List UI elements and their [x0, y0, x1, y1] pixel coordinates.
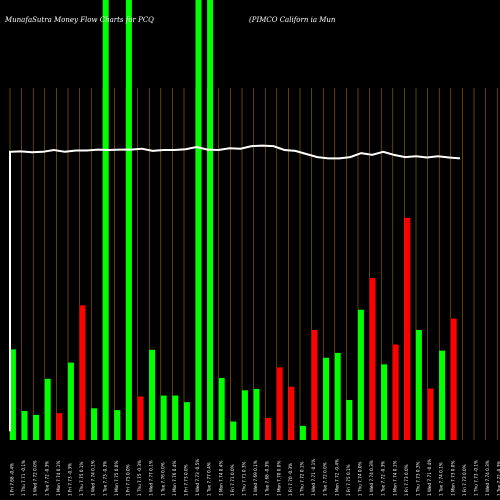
- x-tick-label: 1 Wed 7.74 0.3%: [485, 460, 490, 496]
- money-flow-bar: [137, 396, 144, 440]
- x-tick-label: 1 Fri 7.73 0.0%: [462, 464, 467, 496]
- money-flow-bar: [439, 350, 446, 440]
- money-flow-bar: [381, 364, 388, 440]
- x-tick-label: 1 Fri 7.68 -0.4%: [10, 463, 15, 496]
- money-flow-bar: [369, 278, 376, 440]
- money-flow-bar: [195, 0, 202, 440]
- x-tick-label: 1 Mon 7.75 0.0%: [114, 461, 119, 496]
- x-tick-label: 1 Fri 7.73 -0.3%: [68, 463, 73, 496]
- money-flow-bar: [56, 413, 63, 440]
- money-flow-bar: [21, 410, 28, 440]
- x-tick-label: 1 Tue 7.72 -0.3%: [381, 461, 386, 496]
- x-tick-label: 1 Wed 7.71 -0.1%: [311, 459, 316, 496]
- money-flow-bar: [346, 399, 353, 440]
- x-tick-label: 1 Thu 7.71 -0.1%: [21, 460, 26, 496]
- bars: [9, 0, 457, 440]
- x-tick-label: 1 Wed 7.72 0.0%: [33, 460, 38, 496]
- money-flow-bar: [288, 386, 295, 440]
- x-tick-label: 1 Wed 7.71 -0.4%: [427, 459, 432, 496]
- money-flow-bar: [183, 402, 190, 440]
- money-flow-bar: [276, 367, 283, 440]
- x-tick-label: 1 Wed 7.77 0.1%: [149, 460, 154, 496]
- money-flow-bar: [125, 0, 132, 440]
- money-flow-bar: [9, 349, 16, 440]
- x-tick-label: 1 Mon 7.74 0.1%: [392, 461, 397, 496]
- money-flow-bar: [265, 418, 272, 440]
- x-tick-label: 1 Fri 7.75 0.0%: [126, 464, 131, 496]
- money-flow-bar: [218, 377, 225, 440]
- x-tick-label: 1 Thu 7.74 0.0%: [358, 461, 363, 496]
- x-tick-label: 1 Tue 7.72 0.0%: [323, 462, 328, 496]
- money-flow-bar: [149, 349, 156, 440]
- x-tick-label: 1 Mon 7.74 0.4%: [218, 461, 223, 496]
- x-tick-label: 1 Fri 7.73 0.0%: [404, 464, 409, 496]
- money-flow-bar: [323, 357, 330, 440]
- x-tick-label: 1 Mon 7.76 0.4%: [172, 461, 177, 496]
- x-tick-label: 1 Tue 7.74 0.1%: [439, 462, 444, 496]
- x-tick-label: 1 Wed 7.74 0.1%: [91, 460, 96, 496]
- money-flow-bar: [79, 305, 86, 440]
- money-flow-bar: [67, 362, 74, 440]
- x-tick-label: 1 Tue 7.68 -0.3%: [265, 461, 270, 496]
- money-flow-bar: [311, 330, 318, 440]
- money-flow-bar: [207, 0, 214, 440]
- money-flow-line-group: [9, 144, 461, 432]
- x-tick-label: 1 Wed 7.73 -0.5%: [195, 459, 200, 496]
- x-tick-label: 1 Fri 7.71 0.0%: [230, 464, 235, 496]
- money-flow-bar: [230, 421, 237, 440]
- x-tick-label: 1 Thu 7.71 0.3%: [242, 461, 247, 496]
- x-tick-label: 1 Wed 7.69 0.1%: [253, 460, 258, 496]
- money-flow-line: [9, 144, 461, 432]
- x-tick-label: 1 Tue 7.72 -0.3%: [497, 461, 500, 496]
- money-flow-bar: [427, 388, 434, 440]
- tick-labels: 1 Fri 7.68 -0.4% 1 Thu 7.71 -0.1% 1 Wed 7.…: [10, 459, 500, 496]
- money-flow-bar: [357, 309, 364, 440]
- money-flow-bar: [102, 0, 109, 440]
- money-flow-bar: [334, 352, 341, 440]
- x-tick-label: 1 Tue 7.73 -0.3%: [102, 461, 107, 496]
- money-flow-bar: [392, 344, 399, 440]
- x-tick-label: 1 Tue 7.77 0.4%: [207, 462, 212, 496]
- x-tick-label: 1 Thu 7.75 -0.3%: [137, 460, 142, 496]
- x-tick-label: 1 Wed 7.74 0.3%: [369, 460, 374, 496]
- x-tick-label: 1 Fri 7.73 0.0%: [184, 464, 189, 496]
- money-flow-bar: [172, 395, 179, 440]
- money-flow-bar: [241, 390, 248, 440]
- x-tick-label: 1 Thu 7.73 -0.1%: [474, 460, 479, 496]
- money-flow-bar: [404, 217, 411, 440]
- x-tick-label: 1 Thu 7.73 0.3%: [416, 461, 421, 496]
- money-flow-bar: [253, 388, 260, 440]
- chart-title-right: (PIMCO Californ ia Mun: [249, 16, 336, 24]
- x-tick-label: 1 Fri 7.75 0.1%: [346, 464, 351, 496]
- x-tick-label: 1 Fri 7.70 -0.3%: [288, 463, 293, 496]
- x-tick-label: 1 Tue 7.76 0.0%: [160, 462, 165, 496]
- money-flow-bar: [33, 414, 40, 440]
- money-flow-bar: [91, 408, 98, 440]
- chart-title-left: MunafaSutra Money Flow Charts for PCQ: [4, 16, 154, 24]
- money-flow-bar: [160, 395, 167, 440]
- x-tick-label: 1 Mon 7.73 0.0%: [450, 461, 455, 496]
- money-flow-bar: [299, 425, 306, 440]
- money-flow-bar: [44, 378, 51, 440]
- x-tick-label: 1 Thu 7.75 0.1%: [79, 461, 84, 496]
- money-flow-bar: [450, 318, 457, 440]
- x-tick-label: 1 Mon 7.72 -0.4%: [334, 459, 339, 496]
- money-flow-bar: [415, 330, 422, 440]
- x-tick-label: 1 Mon 7.74 0.1%: [56, 461, 61, 496]
- x-tick-label: 1 Tue 7.72 -0.3%: [44, 461, 49, 496]
- x-tick-label: 1 Mon 7.70 0.0%: [276, 461, 281, 496]
- x-tick-label: 1 Thu 7.72 0.1%: [300, 461, 305, 496]
- money-flow-bar: [114, 410, 121, 440]
